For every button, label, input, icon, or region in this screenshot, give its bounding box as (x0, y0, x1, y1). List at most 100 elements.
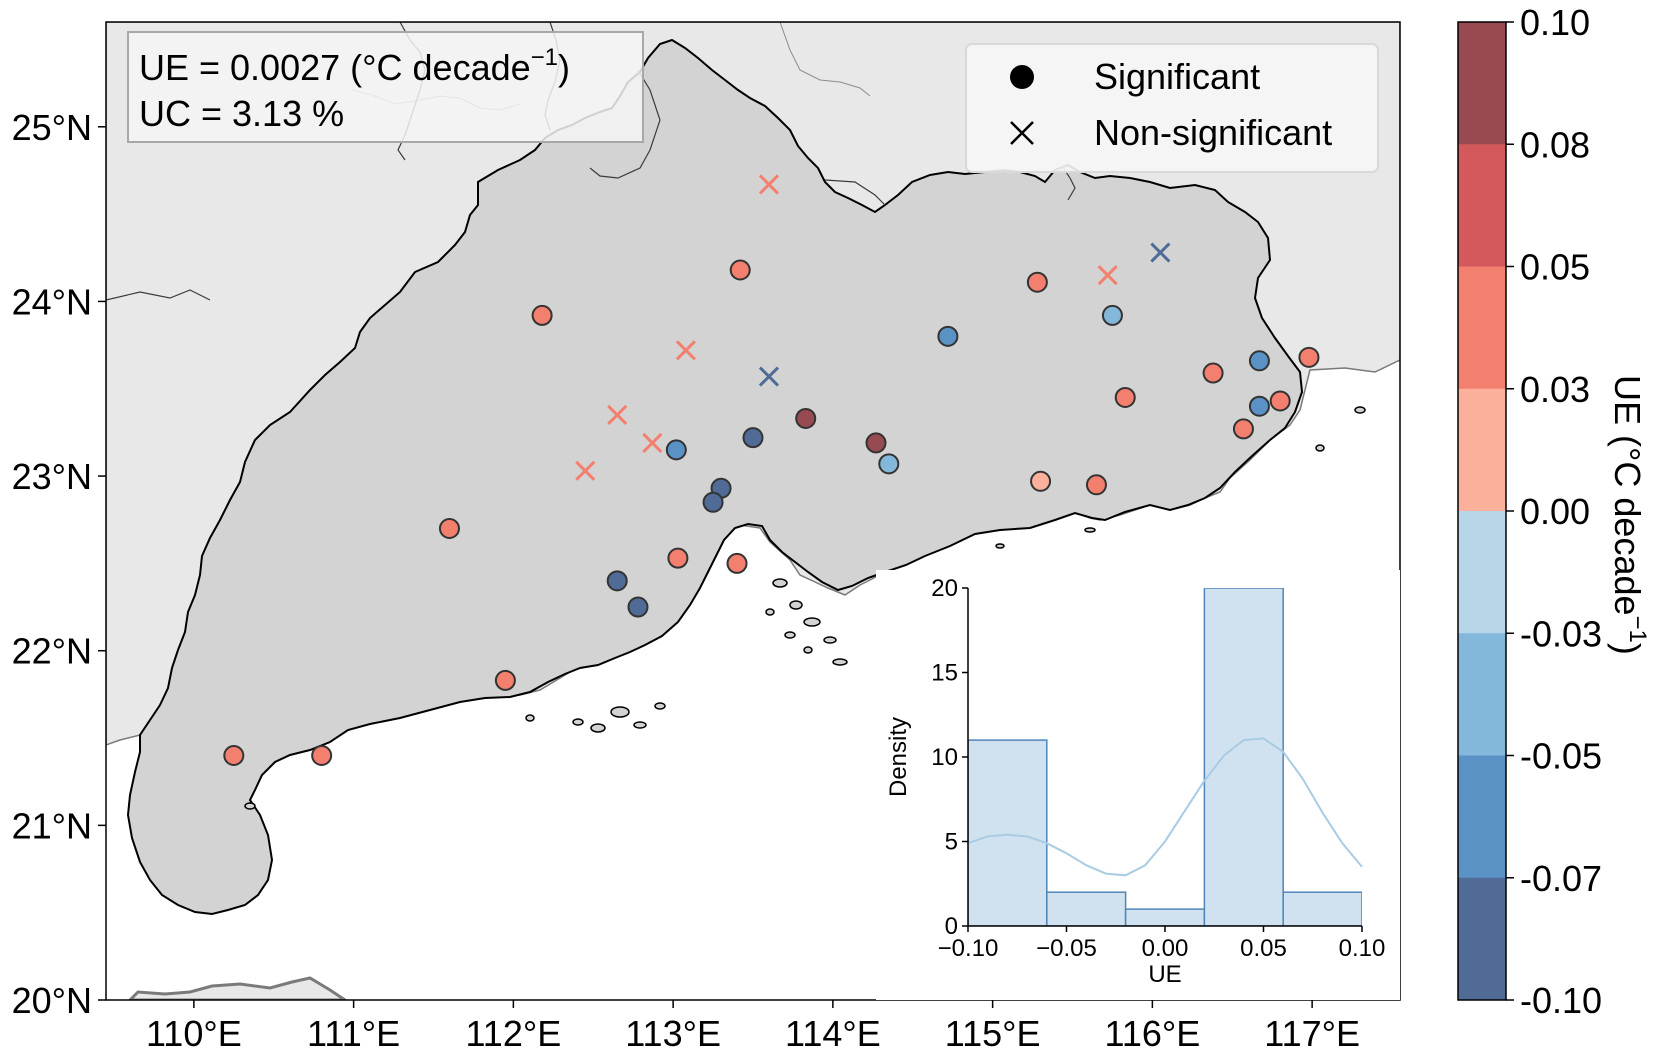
colorbar-segment (1458, 877, 1506, 1001)
stats-box-frame (127, 31, 644, 143)
colorbar-tick-label: -0.05 (1520, 736, 1602, 777)
station-significant-marker (438, 517, 460, 539)
station-nonsignificant-marker (642, 432, 663, 453)
colorbar-segment (1458, 633, 1506, 756)
lat-tick-label: 23°N (12, 456, 92, 497)
lat-tick-label: 21°N (12, 805, 92, 846)
colorbar-tick-label: 0.08 (1520, 124, 1590, 165)
station-significant-marker (311, 745, 333, 766)
inset-x-tick-label: −0.10 (938, 935, 999, 962)
inset-x-tick-label: −0.05 (1036, 935, 1097, 962)
station-significant-marker (726, 552, 748, 574)
histogram-bar (1203, 588, 1284, 926)
histogram-bar (1282, 891, 1362, 926)
uc-stat: UC = 3.13 % (139, 93, 344, 134)
station-nonsignificant-marker (758, 174, 780, 195)
inset-x-tick-label: 0.00 (1142, 935, 1189, 962)
station-significant-marker (223, 745, 245, 766)
map-axes: 20°N 21°N 22°N 23°N 24°N 25°N 110°E 111°E 112°E 1… (12, 107, 1360, 1054)
station-significant-marker (702, 491, 724, 513)
station-significant-marker (627, 596, 649, 618)
station-significant-marker (937, 325, 959, 347)
station-significant-marker (606, 570, 628, 592)
colorbar-segment (1458, 22, 1506, 145)
lon-tick-label: 116°E (1104, 1013, 1200, 1052)
inset-y-tick-label: 10 (931, 744, 958, 771)
station-nonsignificant-marker (675, 340, 696, 361)
inset-ticks: −0.10 −0.05 0.00 0.05 0.10 0 5 10 15 20 (931, 575, 1385, 962)
lon-tick-label: 112°E (465, 1013, 561, 1052)
legend-nonsignificant-marker (1010, 121, 1034, 145)
stats-box: UE = 0.0027 (°C decade−1) UC = 3.13 % (127, 31, 644, 143)
station-significant-marker (878, 453, 900, 475)
lon-tick-label: 110°E (146, 1013, 242, 1052)
histogram-bar (968, 739, 1048, 926)
station-significant-marker (729, 259, 751, 281)
histogram-bar (1046, 891, 1127, 926)
inset-histogram: −0.10 −0.05 0.00 0.05 0.10 0 5 10 15 20 UE Densit… (876, 570, 1400, 1000)
colorbar-tick-label: 0.00 (1520, 491, 1590, 532)
ue-stat: UE = 0.0027 (°C decade−1) (139, 44, 570, 88)
station-significant-marker (795, 407, 817, 429)
station-significant-marker (742, 427, 764, 449)
station-nonsignificant-marker (1097, 265, 1118, 286)
station-significant-marker (667, 547, 689, 569)
colorbar-label: UE (°C decade−1) (1607, 375, 1651, 655)
station-markers (223, 174, 1320, 766)
internal-borders (106, 22, 1076, 301)
station-significant-marker (1248, 350, 1270, 372)
lat-tick-label: 20°N (12, 980, 92, 1021)
legend-frame (965, 43, 1379, 173)
colorbar-tick-label: -0.10 (1520, 980, 1602, 1021)
colorbar-segment (1458, 511, 1506, 634)
colorbar-ticks: 0.10 0.08 0.05 0.03 0.00 -0.03 -0.05 -0.07 -0.10 (1506, 2, 1602, 1021)
station-significant-marker (865, 432, 887, 454)
lon-tick-label: 113°E (625, 1013, 721, 1052)
map-frame (105, 21, 1401, 1001)
station-significant-marker (665, 439, 687, 461)
station-nonsignificant-marker (1150, 242, 1171, 263)
inset-kde-curve (967, 737, 1363, 877)
lat-tick-label: 24°N (12, 281, 92, 322)
lon-tick-label: 111°E (307, 1013, 400, 1052)
inset-background (876, 570, 1400, 1000)
legend-significant-label: Significant (1094, 56, 1260, 97)
province-land (126, 38, 1304, 916)
station-significant-marker (531, 304, 553, 326)
lon-tick-label: 114°E (785, 1013, 881, 1052)
colorbar-segment (1458, 388, 1506, 512)
lat-tick-label: 25°N (12, 107, 92, 148)
colorbar-tick-label: 0.05 (1520, 247, 1590, 288)
lon-tick-label: 117°E (1264, 1013, 1360, 1052)
station-significant-marker (1085, 474, 1107, 496)
islands (244, 406, 1366, 810)
station-significant-marker (1232, 418, 1254, 440)
colorbar-segments (1458, 22, 1506, 1001)
legend: Significant Non-significant (965, 43, 1379, 173)
station-significant-marker (1298, 346, 1320, 368)
colorbar-segment (1458, 266, 1506, 390)
station-significant-marker (1269, 390, 1291, 412)
colorbar-tick-label: -0.03 (1520, 613, 1602, 654)
station-significant-marker (1202, 362, 1224, 384)
colorbar-tick-label: -0.07 (1520, 858, 1602, 899)
inset-x-tick-label: 0.10 (1339, 935, 1386, 962)
station-significant-marker (494, 669, 516, 691)
legend-nonsignificant-label: Non-significant (1094, 112, 1332, 153)
colorbar-tick-label: 0.03 (1520, 369, 1590, 410)
station-nonsignificant-marker (607, 404, 628, 426)
inset-y-tick-label: 20 (931, 575, 958, 602)
station-nonsignificant-marker (758, 366, 780, 387)
neighbor-land-south (127, 976, 348, 1000)
inset-ylabel: Density (885, 717, 912, 797)
station-significant-marker (1248, 395, 1270, 417)
legend-significant-marker (1010, 65, 1034, 89)
colorbar: 0.10 0.08 0.05 0.03 0.00 -0.03 -0.05 -0.07 -0.10… (1457, 2, 1651, 1021)
lat-tick-label: 22°N (12, 631, 92, 672)
station-significant-marker (1030, 470, 1052, 492)
histogram-bar (1124, 908, 1206, 926)
inset-y-tick-label: 5 (945, 829, 958, 856)
station-significant-marker (1114, 386, 1136, 408)
inset-y-tick-label: 0 (945, 913, 958, 940)
